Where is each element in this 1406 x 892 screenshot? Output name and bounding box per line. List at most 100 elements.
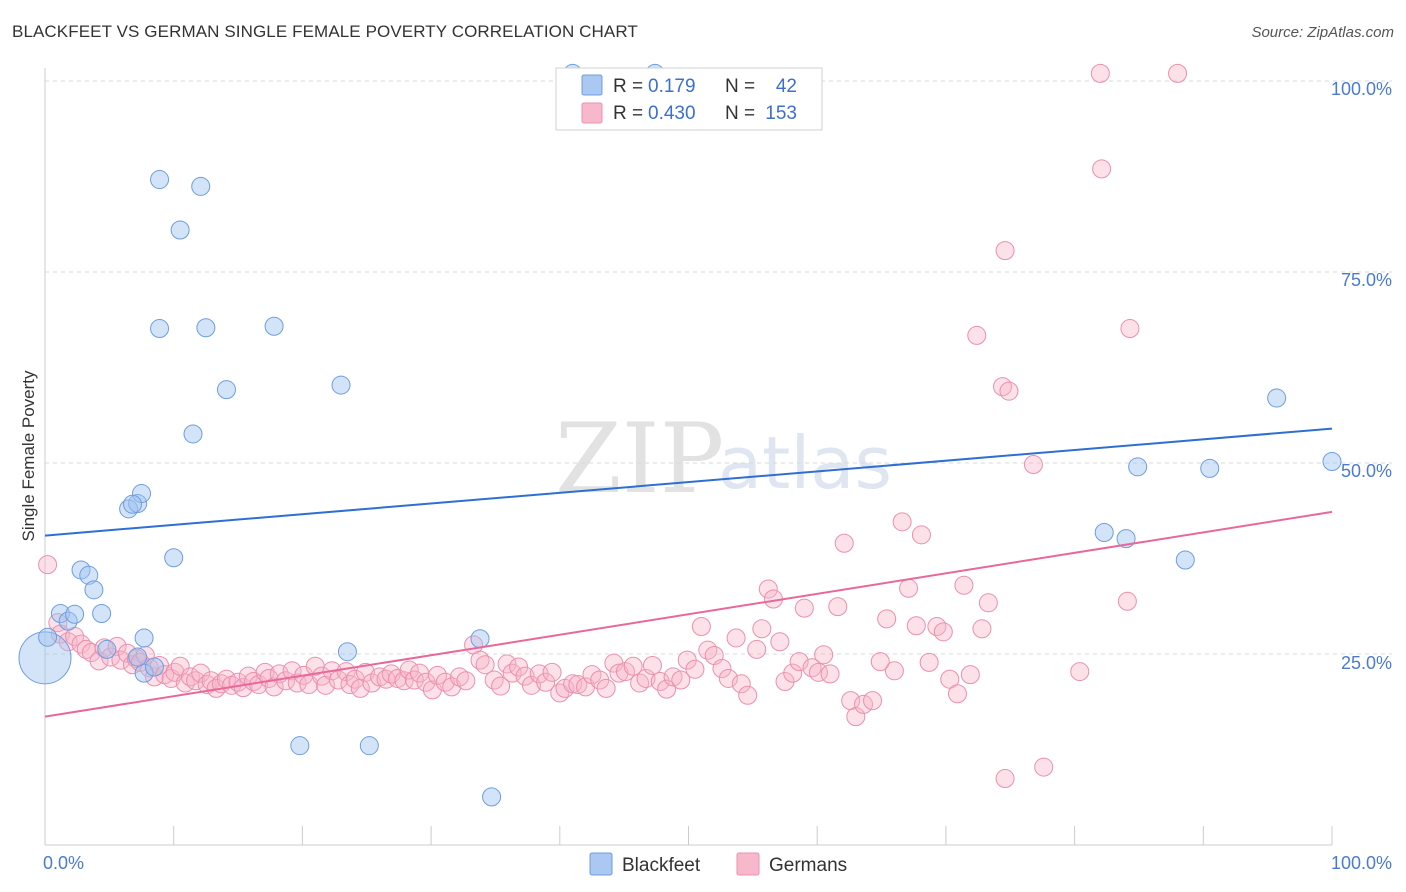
germans-point-68	[416, 672, 436, 692]
germans-point-129	[820, 664, 840, 684]
germans-point-82	[509, 657, 529, 677]
germans-point-135	[863, 691, 883, 711]
germans-point-152	[978, 593, 998, 613]
blackfeet-point-2	[50, 604, 70, 624]
bottom-legend-label-blackfeet: Blackfeet	[622, 855, 701, 876]
germans-point-121	[770, 632, 790, 652]
germans-point-108	[685, 659, 705, 679]
blackfeet-point-16	[134, 628, 154, 648]
germans-point-80	[497, 654, 517, 674]
germans-point-163	[1090, 63, 1110, 83]
germans-point-79	[491, 676, 511, 696]
legend-n-value-germans: 153	[765, 103, 797, 124]
germans-point-58	[355, 662, 375, 682]
blackfeet-point-6	[79, 565, 99, 585]
germans-point-149	[960, 665, 980, 685]
germans-point-145	[933, 622, 953, 642]
germans-point-155	[995, 769, 1015, 789]
blackfeet-point-27	[290, 736, 310, 756]
blackfeet-point-19	[150, 170, 170, 190]
germans-point-110	[698, 640, 718, 660]
blackfeet-point-32	[482, 787, 502, 807]
blackfeet-point-31	[470, 629, 490, 649]
germans-point-116	[738, 685, 758, 705]
blackfeet-point-39	[1200, 458, 1220, 478]
germans-point-118	[752, 619, 772, 639]
watermark-zip: ZIP	[555, 403, 724, 515]
bottom-legend-label-germans: Germans	[769, 855, 847, 876]
blackfeet-point-26	[264, 316, 284, 336]
germans-point-59	[362, 673, 382, 693]
x-axis-ticks	[44, 826, 1333, 845]
series-legend: Blackfeet Germans	[589, 852, 847, 876]
germans-point-139	[892, 512, 912, 532]
trend-lines	[44, 427, 1333, 718]
germans-point-141	[906, 616, 926, 636]
germans-point-102	[642, 655, 662, 675]
blackfeet-point-0	[18, 631, 72, 685]
blackfeet-point-37	[1128, 457, 1148, 477]
legend-r-value-germans: 0.430	[648, 103, 696, 124]
germans-point-83	[515, 666, 535, 686]
germans-point-36	[233, 678, 253, 698]
bottom-legend-swatch-germans	[736, 852, 760, 876]
germans-point-148	[954, 575, 974, 595]
germans-point-95	[596, 678, 616, 698]
blackfeet-point-14	[134, 663, 154, 683]
germans-point-26	[180, 667, 200, 687]
germans-point-159	[1070, 662, 1090, 682]
germans-point-113	[718, 668, 738, 688]
blackfeet-trend-line	[44, 427, 1333, 537]
germans-trend-line	[44, 510, 1333, 718]
germans-point-91	[568, 675, 588, 695]
germans-point-131	[834, 533, 854, 553]
correlation-legend: R = 0.179 N = 42 R = 0.430 N = 153	[555, 67, 823, 131]
germans-point-136	[870, 652, 890, 672]
germans-point-99	[623, 656, 643, 676]
germans-point-144	[927, 616, 947, 636]
legend-swatch-blackfeet	[581, 74, 603, 96]
germans-point-64	[394, 671, 414, 691]
germans-point-125	[794, 598, 814, 618]
germans-point-109	[691, 616, 711, 636]
germans-point-72	[442, 677, 462, 697]
series-germans	[38, 63, 1188, 789]
blackfeet-point-25	[216, 380, 236, 400]
germans-point-77	[475, 655, 495, 675]
blackfeet-point-20	[164, 548, 184, 568]
blackfeet-point-21	[170, 220, 190, 240]
blackfeet-point-9	[97, 639, 117, 659]
germans-point-87	[542, 662, 562, 682]
germans-point-90	[563, 674, 583, 694]
blackfeet-point-11	[128, 493, 148, 513]
blackfeet-point-18	[150, 319, 170, 339]
germans-point-45	[282, 661, 302, 681]
germans-point-122	[775, 672, 795, 692]
blackfeet-point-1	[38, 627, 58, 647]
legend-n-value-blackfeet: 42	[776, 76, 797, 97]
blackfeet-point-29	[337, 642, 357, 662]
blackfeet-point-22	[183, 424, 203, 444]
y-tick-labels: 25.0% 50.0% 75.0% 100.0%	[1331, 79, 1392, 673]
blackfeet-point-41	[1322, 451, 1342, 471]
germans-point-128	[814, 645, 834, 665]
germans-point-164	[1168, 63, 1188, 83]
germans-point-106	[671, 670, 691, 690]
blackfeet-point-4	[65, 604, 85, 624]
germans-point-119	[758, 579, 778, 599]
chart-title: BLACKFEET VS GERMAN SINGLE FEMALE POVERT…	[12, 22, 638, 41]
legend-n-label-blackfeet: N =	[725, 76, 755, 97]
y-axis-title: Single Female Poverty	[19, 370, 38, 542]
germans-point-103	[650, 672, 670, 692]
blackfeet-point-30	[359, 736, 379, 756]
germans-point-104	[657, 679, 677, 699]
germans-point-74	[456, 671, 476, 691]
germans-point-157	[1023, 455, 1043, 475]
y-tick-label-25: 25.0%	[1341, 653, 1392, 673]
germans-point-151	[972, 619, 992, 639]
germans-point-117	[747, 639, 767, 659]
germans-point-142	[911, 525, 931, 545]
germans-point-105	[663, 667, 683, 687]
germans-point-84	[521, 675, 541, 695]
germans-point-123	[783, 663, 803, 683]
